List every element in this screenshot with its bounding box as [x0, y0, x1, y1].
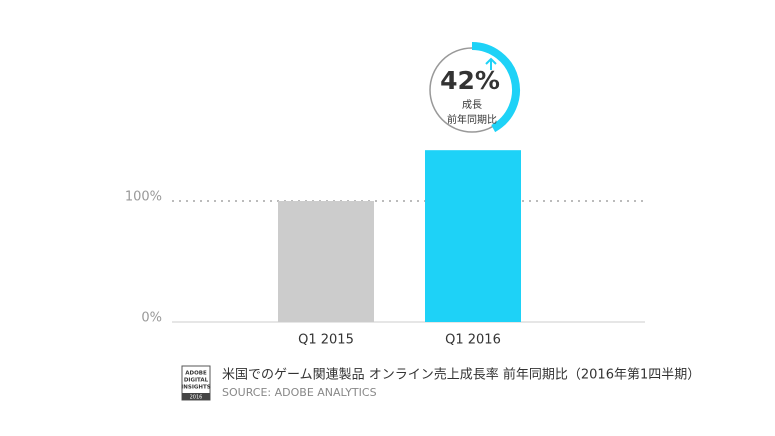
y-tick-label: 0%	[141, 311, 162, 326]
badge-year: 2016	[190, 395, 203, 401]
source: SOURCE: ADOBE ANALYTICS	[222, 386, 377, 399]
annotation-line: 前年同期比	[447, 113, 497, 126]
badge-line: DIGITAL	[184, 378, 209, 384]
badge-line: INSIGHTS	[181, 385, 211, 391]
badge	[181, 365, 211, 401]
caption: 米国でのゲーム関連製品 オンライン売上成長率 前年同期比（2016年第1四半期）	[222, 367, 700, 383]
annotation-line: 成長	[462, 99, 482, 111]
x-tick-label: Q1 2016	[445, 333, 501, 348]
bar	[278, 201, 374, 322]
growth-arc	[471, 42, 520, 133]
y-tick-label: 100%	[125, 190, 162, 205]
bar	[425, 150, 521, 322]
arrow-icon	[485, 57, 497, 70]
x-tick-label: Q1 2015	[298, 333, 354, 348]
badge-footer	[182, 393, 210, 400]
badge-line: ADOBE	[185, 371, 207, 377]
annotation-label: 42%	[440, 66, 500, 95]
